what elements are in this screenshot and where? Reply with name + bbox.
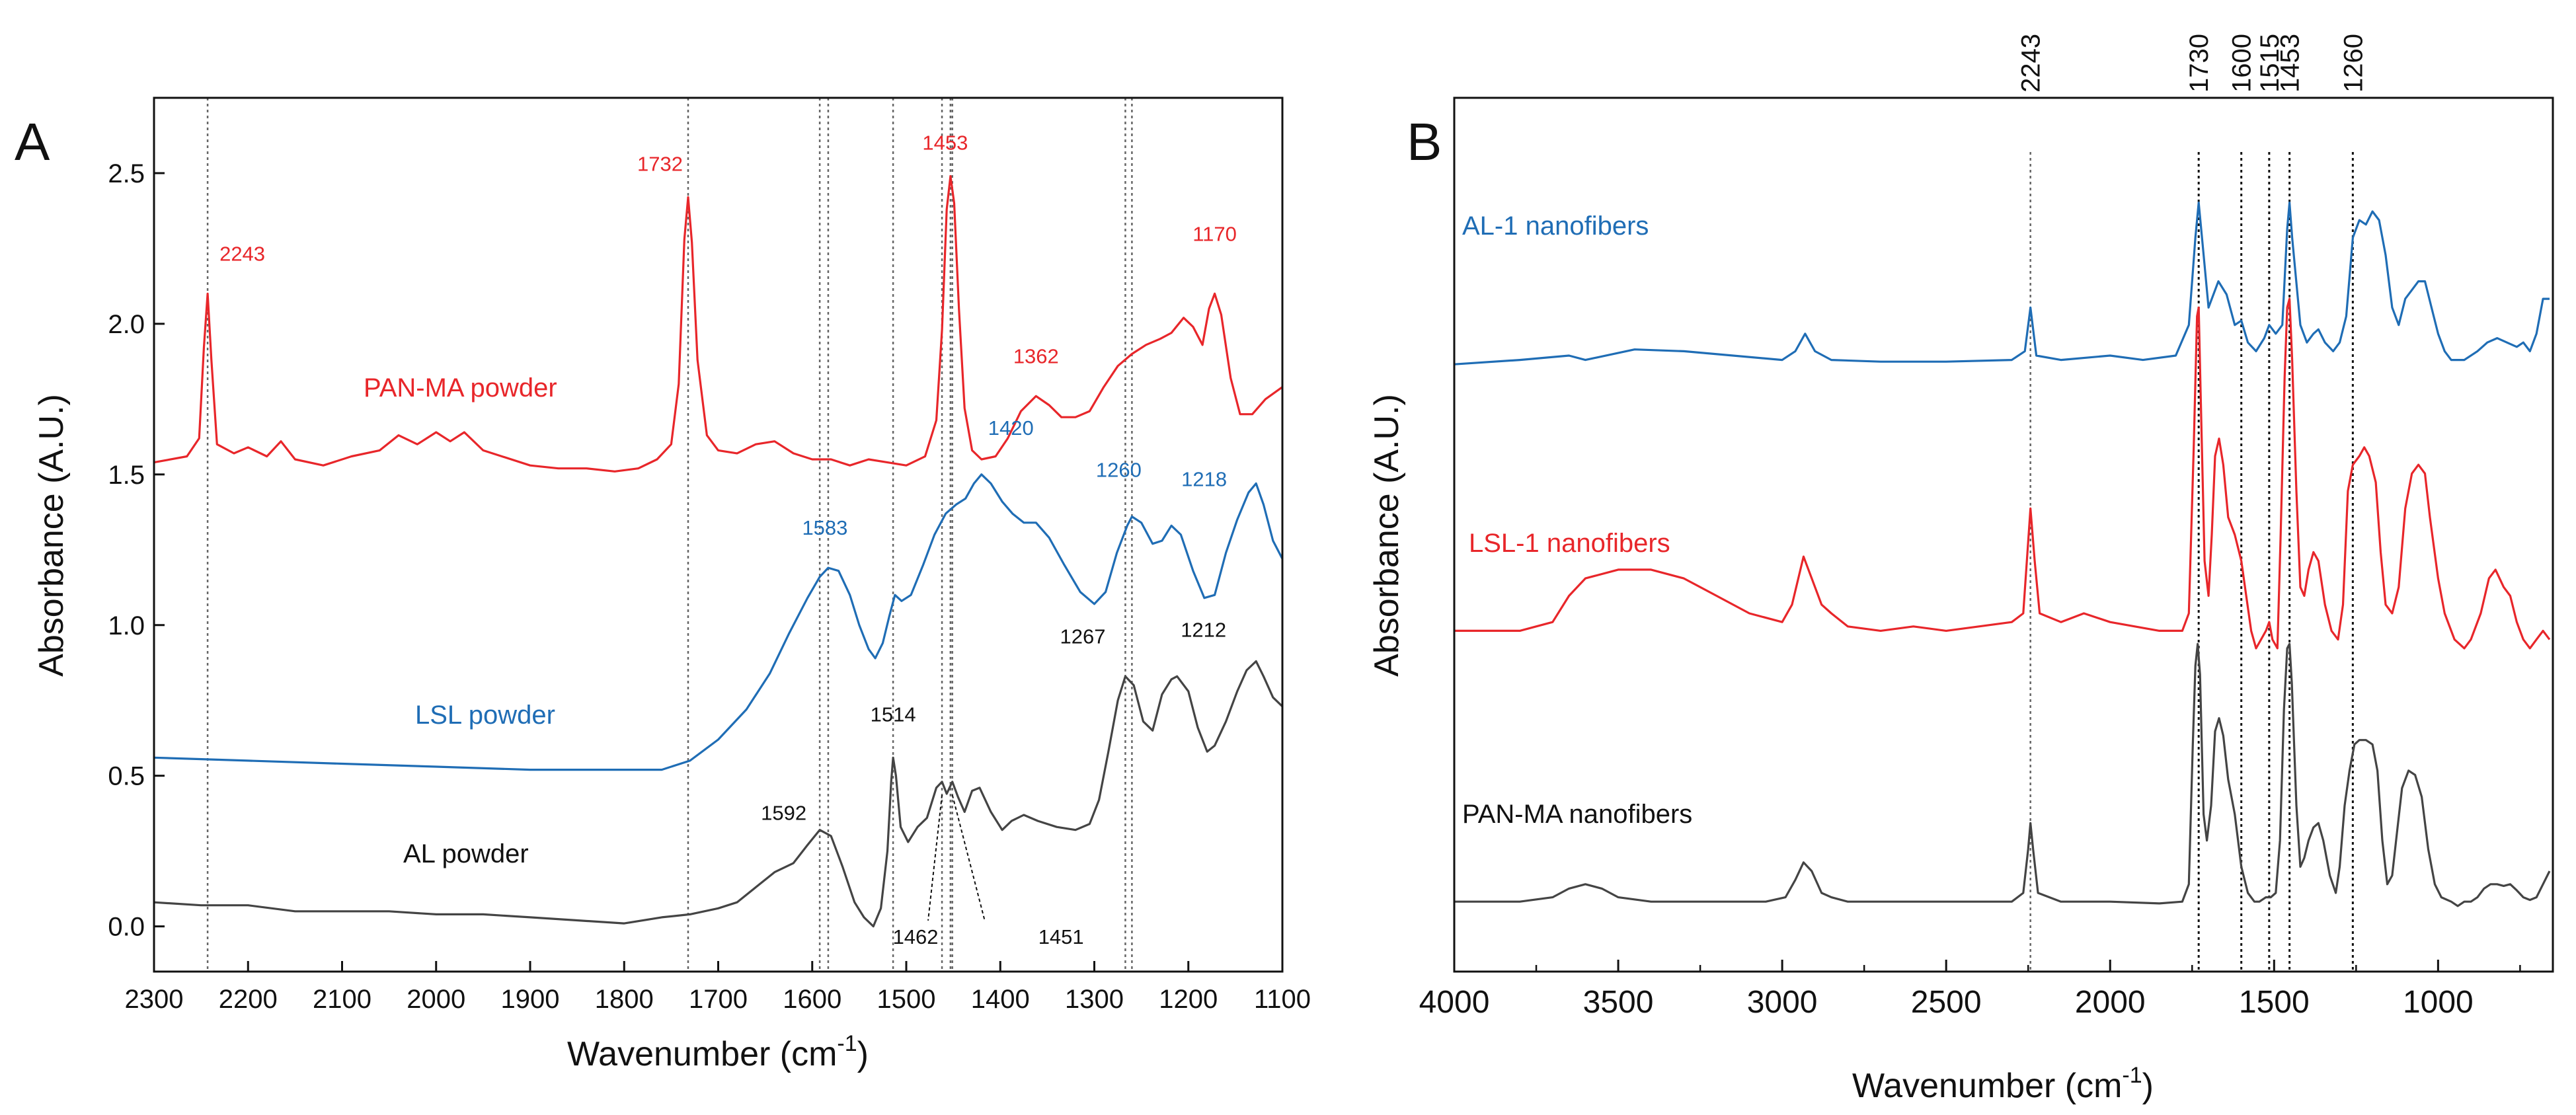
- lsl-1-nanofibers-line: [1454, 297, 2551, 650]
- x-tick-label-1400: 1400: [971, 985, 1030, 1014]
- reference-wavenumber-1730: 1730: [2185, 34, 2214, 93]
- al-1-nanofibers-line: [1454, 202, 2550, 365]
- peak-label-1260: 1260: [1096, 459, 1142, 482]
- peak-label-1462: 1462: [893, 925, 939, 948]
- al-powder-label: AL powder: [403, 839, 529, 868]
- x-tick-label-3500: 3500: [1583, 985, 1654, 1020]
- lsl-powder-label: LSL powder: [415, 701, 555, 730]
- peak-label-1170: 1170: [1192, 222, 1237, 245]
- reference-wavenumber-1453: 1453: [2276, 34, 2305, 93]
- peak-label-1514: 1514: [871, 703, 916, 726]
- pan-ma-nanofibers-line: [1454, 642, 2551, 907]
- x-tick-label-3000: 3000: [1747, 985, 1818, 1020]
- x-tick-label-1000: 1000: [2403, 985, 2474, 1020]
- x-tick-label-1700: 1700: [689, 985, 748, 1014]
- x-tick-label-1500: 1500: [877, 985, 936, 1014]
- panel-a-y-axis-label: Absorbance (A.U.): [32, 394, 71, 677]
- peak-leader-1451: [951, 794, 986, 921]
- peak-label-1420: 1420: [988, 416, 1034, 440]
- panel-a-frame: [153, 96, 1284, 973]
- x-tick-label-2100: 2100: [313, 985, 371, 1014]
- peak-label-1218: 1218: [1181, 467, 1227, 490]
- peak-label-1453: 1453: [922, 132, 968, 155]
- pan-ma-powder-label: PAN-MA powder: [364, 373, 557, 403]
- y-tick-label-0.0: 0.0: [108, 913, 145, 942]
- y-tick-label-2.0: 2.0: [108, 310, 145, 339]
- al-powder-line: [153, 660, 1284, 928]
- panel-a-y-ticks: 0.0 0.5 1.0 1.5 2.0 2.5: [108, 159, 165, 942]
- panel-a-x-ticks: 2300 2200 2100 2000 1900 1800 1700 1600 1500 1400…: [125, 961, 1311, 1014]
- panel-b-y-axis-label: Absorbance (A.U.): [1368, 394, 1406, 677]
- panel-a: A 2243 1732 1453 1362 1170 1583 1420 1260 1218 15…: [15, 96, 1311, 1073]
- panel-b-letter: B: [1407, 112, 1442, 171]
- x-tick-label-1300: 1300: [1065, 985, 1124, 1014]
- lsl-1-nanofibers-label: LSL-1 nanofibers: [1469, 529, 1670, 558]
- reference-wavenumber-1515: 1515: [2255, 34, 2284, 93]
- panel-b-x-axis-label: Wavenumber (cm-1): [1852, 1063, 2154, 1105]
- peak-label-2243: 2243: [219, 242, 265, 265]
- x-tick-label-2200: 2200: [219, 985, 278, 1014]
- x-tick-label-1500: 1500: [2239, 985, 2310, 1020]
- x-tick-label-2000: 2000: [407, 985, 465, 1014]
- x-tick-label-4000: 4000: [1419, 985, 1490, 1020]
- x-tick-label-1200: 1200: [1159, 985, 1218, 1014]
- panel-b-frame: [1453, 96, 2554, 973]
- reference-wavenumber-2243: 2243: [2017, 34, 2046, 93]
- peak-label-1451: 1451: [1038, 925, 1084, 948]
- x-tick-label-1100: 1100: [1254, 985, 1311, 1014]
- reference-wavenumber-1600: 1600: [2228, 34, 2257, 93]
- peak-label-1267: 1267: [1060, 625, 1105, 648]
- y-tick-label-2.5: 2.5: [108, 159, 145, 188]
- y-tick-label-1.5: 1.5: [108, 461, 145, 490]
- x-tick-label-1800: 1800: [595, 985, 654, 1014]
- panel-b: B AL-1 nanofibers LSL-1 nanofibers PAN-M…: [1368, 34, 2554, 1105]
- panel-a-reference-lines: [206, 98, 1133, 972]
- panel-a-peak-labels: 2243 1732 1453 1362 1170 1583 1420 1260 1218 1592…: [219, 132, 1237, 948]
- peak-label-1362: 1362: [1013, 344, 1059, 367]
- y-tick-label-1.0: 1.0: [108, 611, 145, 640]
- y-tick-label-0.5: 0.5: [108, 762, 145, 791]
- reference-wavenumber-1260: 1260: [2339, 34, 2368, 93]
- peak-label-1592: 1592: [761, 802, 806, 825]
- panel-a-series-labels: PAN-MA powder LSL powder AL powder: [364, 373, 557, 868]
- panel-a-letter: A: [15, 112, 50, 171]
- pan-ma-nanofibers-label: PAN-MA nanofibers: [1462, 800, 1692, 829]
- x-tick-label-1900: 1900: [501, 985, 560, 1014]
- panel-b-series: [1454, 202, 2551, 907]
- x-tick-label-2500: 2500: [1911, 985, 1982, 1020]
- peak-leader-1462: [927, 794, 943, 921]
- panel-b-series-labels: AL-1 nanofibers LSL-1 nanofibers PAN-MA …: [1462, 211, 1692, 829]
- panel-a-series: [153, 174, 1284, 928]
- peak-label-1732: 1732: [637, 152, 683, 175]
- x-tick-label-2300: 2300: [125, 985, 184, 1014]
- x-tick-label-2000: 2000: [2075, 985, 2146, 1020]
- panel-b-x-ticks: 4000 3500 3000 2500 2000 1500 1000: [1419, 960, 2521, 1020]
- peak-label-1583: 1583: [802, 516, 847, 539]
- panel-a-x-axis-label: Wavenumber (cm-1): [567, 1031, 869, 1073]
- pan-ma-powder-line: [153, 174, 1283, 473]
- al-1-nanofibers-label: AL-1 nanofibers: [1462, 211, 1649, 241]
- lsl-powder-line: [153, 473, 1284, 771]
- x-tick-label-1600: 1600: [783, 985, 841, 1014]
- peak-label-1212: 1212: [1181, 618, 1226, 641]
